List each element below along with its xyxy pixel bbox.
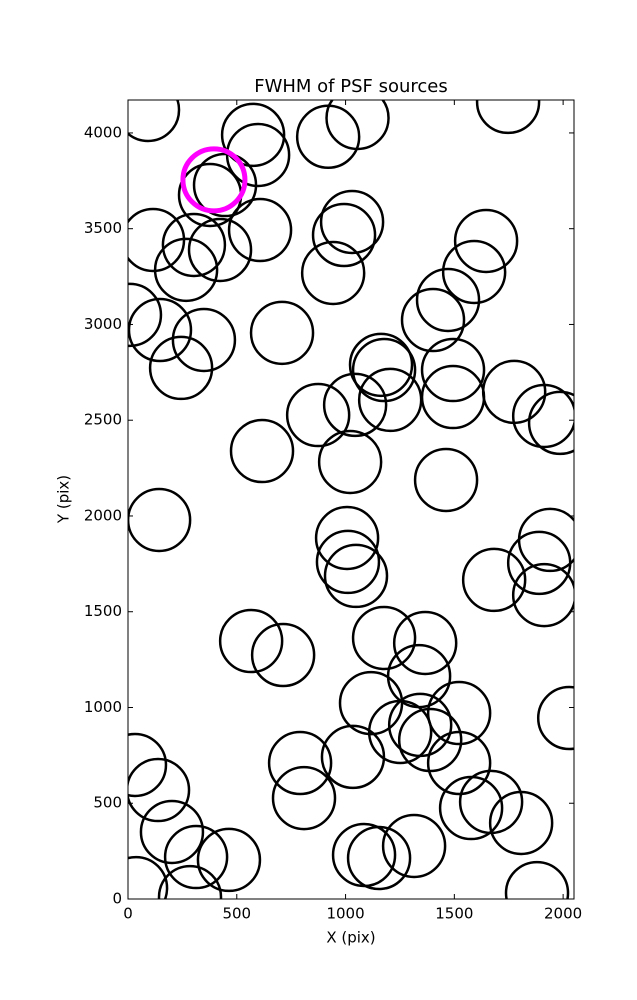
source-circle xyxy=(311,202,377,268)
x-tick-label: 2000 xyxy=(544,905,582,923)
source-circle xyxy=(187,217,253,283)
source-circle xyxy=(392,610,458,676)
source-circle xyxy=(220,102,286,168)
source-circle xyxy=(128,100,181,143)
source-circle xyxy=(475,100,541,135)
source-circle xyxy=(325,100,390,151)
source-circle xyxy=(192,152,258,218)
axes-frame xyxy=(127,99,575,900)
source-circle xyxy=(536,685,574,751)
source-circle xyxy=(351,337,417,403)
source-circle xyxy=(163,824,229,890)
source-circle xyxy=(381,813,447,879)
source-circle xyxy=(320,724,386,790)
x-tick-label: 1500 xyxy=(435,905,473,923)
y-tick-label: 1500 xyxy=(84,602,122,620)
source-circle xyxy=(249,300,315,366)
y-axis-label: Y (pix) xyxy=(55,475,73,524)
source-circle xyxy=(415,267,481,333)
source-circle xyxy=(157,864,223,899)
source-circle xyxy=(171,307,237,373)
source-circle xyxy=(227,197,293,263)
source-circle xyxy=(218,608,284,674)
y-tick-label: 1000 xyxy=(84,698,122,716)
source-circle xyxy=(315,529,381,595)
source-circle xyxy=(322,372,388,438)
source-circle xyxy=(400,287,466,353)
x-tick-label: 0 xyxy=(123,905,133,923)
y-tick-label: 3000 xyxy=(84,315,122,333)
source-circle xyxy=(271,765,337,831)
source-circle xyxy=(250,622,316,688)
source-circle xyxy=(506,530,572,596)
source-circle xyxy=(161,212,227,278)
y-tick-label: 500 xyxy=(93,794,122,812)
source-circle xyxy=(196,827,262,893)
source-circle xyxy=(346,825,412,891)
y-tick-label: 4000 xyxy=(84,123,122,141)
source-circle xyxy=(285,382,351,448)
source-circle xyxy=(153,237,219,303)
source-circle xyxy=(128,297,193,363)
source-circle xyxy=(139,799,205,865)
source-circle xyxy=(387,692,453,758)
source-circle xyxy=(229,418,295,484)
source-circle xyxy=(504,860,570,899)
source-circle xyxy=(441,239,507,305)
x-tick-label: 500 xyxy=(222,905,251,923)
source-circle xyxy=(148,335,214,401)
source-circle xyxy=(128,732,168,798)
source-circle xyxy=(413,447,479,513)
source-circle xyxy=(351,605,417,671)
source-circle xyxy=(323,543,389,609)
source-circle xyxy=(338,670,404,736)
x-tick-label: 1000 xyxy=(326,905,364,923)
source-circle xyxy=(453,208,519,274)
source-circle xyxy=(511,383,574,449)
source-circle xyxy=(128,855,169,899)
source-circle xyxy=(420,337,486,403)
source-circle xyxy=(267,730,333,796)
source-circle xyxy=(348,332,414,398)
x-axis-label: X (pix) xyxy=(326,929,375,947)
source-circle xyxy=(511,562,574,628)
y-tick-label: 3500 xyxy=(84,219,122,237)
source-circle xyxy=(319,189,385,255)
source-circle xyxy=(128,757,191,823)
source-circle xyxy=(461,547,527,613)
source-circle xyxy=(128,282,163,348)
source-circle xyxy=(317,429,383,495)
source-circle xyxy=(488,790,554,856)
y-tick-label: 2000 xyxy=(84,506,122,524)
highlighted-source xyxy=(180,146,248,214)
y-tick-label: 2500 xyxy=(84,411,122,429)
source-circle xyxy=(426,680,492,746)
source-circle xyxy=(314,505,380,571)
chart-title: FWHM of PSF sources xyxy=(254,76,448,97)
plot-area xyxy=(128,100,574,899)
source-circle xyxy=(300,240,366,306)
y-tick-label: 0 xyxy=(112,890,122,908)
source-circle xyxy=(426,730,492,796)
source-circle xyxy=(527,390,574,456)
